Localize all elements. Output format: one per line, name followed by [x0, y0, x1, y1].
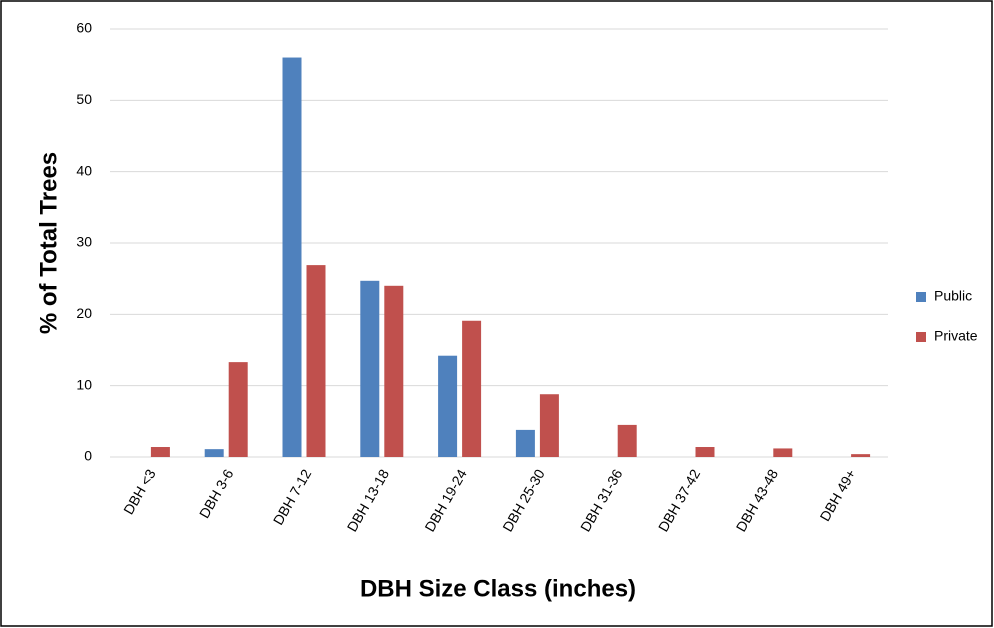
bar [515, 429, 535, 457]
y-tick-label: 20 [76, 305, 92, 321]
bar [462, 320, 482, 457]
bar [282, 57, 302, 458]
y-tick-label: 40 [76, 162, 92, 178]
bar [306, 265, 326, 457]
bar [228, 362, 248, 457]
y-tick-label: 0 [84, 448, 92, 464]
y-tick-label: 60 [76, 20, 92, 36]
x-axis-title: DBH Size Class (inches) [360, 575, 636, 602]
legend-swatch [916, 332, 926, 342]
legend-label: Public [934, 288, 972, 304]
bar [360, 280, 380, 457]
y-tick-label: 50 [76, 91, 92, 107]
bar [851, 454, 871, 457]
bar [150, 447, 170, 457]
bar [204, 449, 224, 457]
bar [695, 447, 715, 457]
y-tick-label: 10 [76, 376, 92, 392]
bar [384, 285, 404, 457]
bar [539, 394, 559, 457]
y-tick-label: 30 [76, 234, 92, 250]
y-axis-title: % of Total Trees [35, 152, 62, 334]
bar [438, 355, 458, 457]
bar [617, 424, 637, 457]
bar [773, 448, 793, 457]
legend-swatch [916, 292, 926, 302]
legend-label: Private [934, 328, 978, 344]
